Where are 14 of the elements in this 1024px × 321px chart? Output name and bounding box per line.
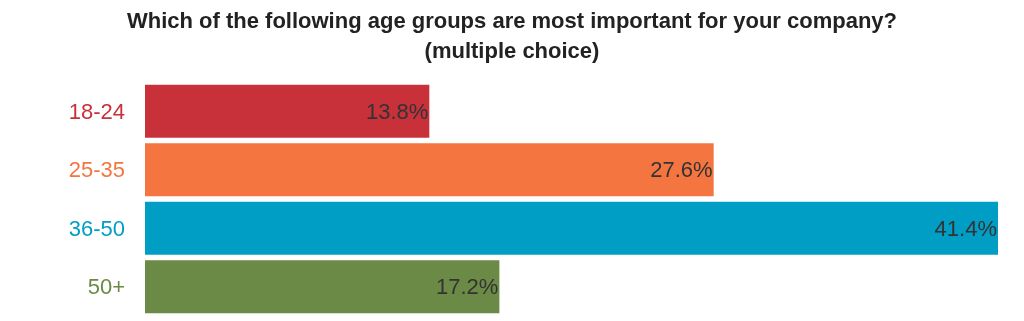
y-tick-label: 50+ (87, 274, 125, 300)
y-tick-label: 36-50 (68, 215, 125, 241)
y-tick-label: 25-35 (68, 157, 125, 183)
chart-subtitle: (multiple choice) (424, 37, 600, 63)
bar (145, 260, 500, 314)
y-tick-label: 18-24 (68, 98, 125, 124)
data-label: 27.6% (650, 157, 713, 183)
bar (145, 143, 714, 197)
data-label: 17.2% (436, 274, 499, 300)
chart-title: Which of the following age groups are most important for your company? (126, 7, 898, 33)
data-label: 41.4% (934, 215, 997, 241)
bar (145, 201, 998, 255)
data-label: 13.8% (365, 98, 429, 124)
bar (145, 84, 430, 138)
